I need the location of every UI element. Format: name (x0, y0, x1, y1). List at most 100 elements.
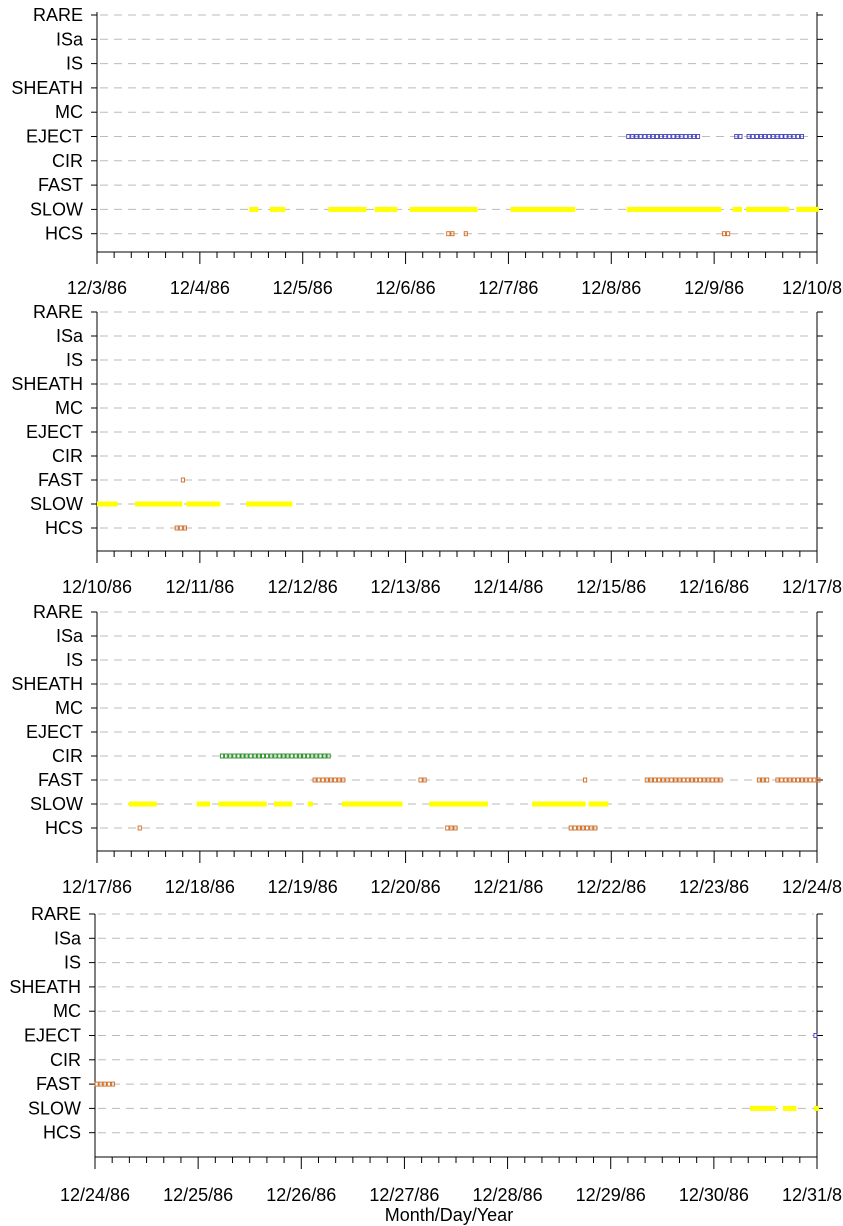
event-markers-eject (813, 1033, 818, 1038)
event-marker (687, 134, 692, 139)
event-marker (683, 134, 688, 139)
event-marker (341, 777, 346, 783)
event-marker (178, 525, 183, 531)
x-axis-title: Month/Day/Year (385, 1205, 513, 1225)
event-markers-hcs (568, 825, 598, 831)
category-label: IS (66, 54, 83, 74)
category-label: IS (66, 350, 83, 370)
category-label: RARE (33, 602, 83, 622)
x-tick-label: 12/19/86 (268, 877, 338, 897)
category-label: EJECT (26, 127, 83, 147)
event-markers-eject (746, 134, 805, 139)
event-marker (224, 753, 229, 759)
event-marker (418, 777, 423, 783)
event-markers-fast (756, 777, 770, 783)
event-marker (219, 753, 225, 759)
event-marker (576, 825, 581, 831)
category-label: RARE (33, 302, 83, 322)
x-tick-label: 12/30/86 (679, 1185, 749, 1205)
event-marker (174, 525, 179, 531)
category-label: SLOW (30, 794, 83, 814)
event-marker (320, 777, 325, 783)
event-marker (734, 134, 739, 139)
event-marker (228, 753, 233, 759)
event-marker (106, 1081, 111, 1087)
event-marker (671, 134, 676, 139)
event-marker (634, 134, 639, 139)
event-marker (110, 1081, 116, 1087)
event-marker (326, 753, 331, 759)
x-tick-label: 12/20/86 (371, 877, 441, 897)
event-marker (328, 777, 334, 783)
event-markers-fast (94, 1081, 116, 1087)
x-tick-label: 12/9/86 (684, 278, 744, 298)
event-marker (800, 777, 805, 783)
event-marker (691, 134, 696, 139)
event-marker (679, 134, 684, 139)
x-tick-label: 12/15/86 (576, 577, 646, 597)
event-marker (265, 753, 270, 759)
event-marker (333, 777, 338, 783)
event-marker (318, 753, 323, 759)
event-bar-slow (249, 206, 259, 212)
category-label: IS (64, 953, 81, 973)
chart-panel: RARE ISa IS SHEATH MC EJECT CIR FAST SLOW HCS 12/3… (11, 5, 843, 298)
event-bar-slow (588, 801, 609, 807)
x-tick-label: 12/10/86 (62, 577, 132, 597)
event-marker (256, 753, 261, 759)
event-marker (746, 134, 751, 139)
category-label: MC (55, 398, 83, 418)
event-markers-eject (734, 134, 743, 139)
category-label: FAST (36, 1074, 81, 1094)
event-marker (580, 825, 586, 831)
event-marker (677, 777, 682, 783)
category-label: CIR (50, 1050, 81, 1070)
event-marker (240, 753, 245, 759)
event-marker (638, 134, 643, 139)
event-marker (804, 777, 809, 783)
event-marker (767, 134, 772, 139)
event-marker (182, 525, 188, 531)
event-bar-slow (409, 206, 478, 212)
event-marker (316, 777, 321, 783)
event-bar-slow (341, 801, 403, 807)
x-tick-label: 12/24/86 (60, 1185, 130, 1205)
event-marker (293, 753, 298, 759)
event-marker (673, 777, 678, 783)
event-marker (659, 134, 664, 139)
event-marker (102, 1081, 107, 1087)
event-markers-hcs (137, 825, 142, 831)
x-tick-label: 12/17/86 (62, 877, 132, 897)
event-marker (650, 134, 655, 139)
event-marker (738, 134, 743, 139)
x-tick-label: 12/24/86 (782, 877, 843, 897)
event-bar-slow (328, 206, 367, 212)
category-label: EJECT (24, 1026, 81, 1046)
event-bar-slow (186, 501, 221, 507)
event-marker (663, 134, 668, 139)
x-tick-label: 12/25/86 (163, 1185, 233, 1205)
category-label: FAST (38, 770, 83, 790)
category-label: HCS (43, 1123, 81, 1143)
chart-panel: RARE ISa IS SHEATH MC EJECT CIR FAST SLOW HCS 12/1… (11, 602, 843, 897)
event-marker (763, 134, 768, 139)
event-marker (779, 134, 784, 139)
event-markers-hcs (446, 231, 455, 237)
event-marker (775, 777, 780, 783)
category-label: ISa (54, 928, 82, 948)
event-marker (646, 134, 651, 139)
category-label: HCS (45, 818, 83, 838)
event-markers-hcs (721, 231, 731, 237)
event-marker (252, 753, 257, 759)
event-marker (714, 777, 719, 783)
event-marker (783, 134, 788, 139)
x-tick-label: 12/21/86 (473, 877, 543, 897)
event-markers-fast (644, 777, 723, 783)
event-marker (681, 777, 686, 783)
event-marker (568, 825, 573, 831)
x-tick-label: 12/12/86 (268, 577, 338, 597)
x-tick-label: 12/8/86 (581, 278, 641, 298)
event-marker (281, 753, 286, 759)
event-marker (760, 777, 766, 783)
event-marker (750, 134, 755, 139)
